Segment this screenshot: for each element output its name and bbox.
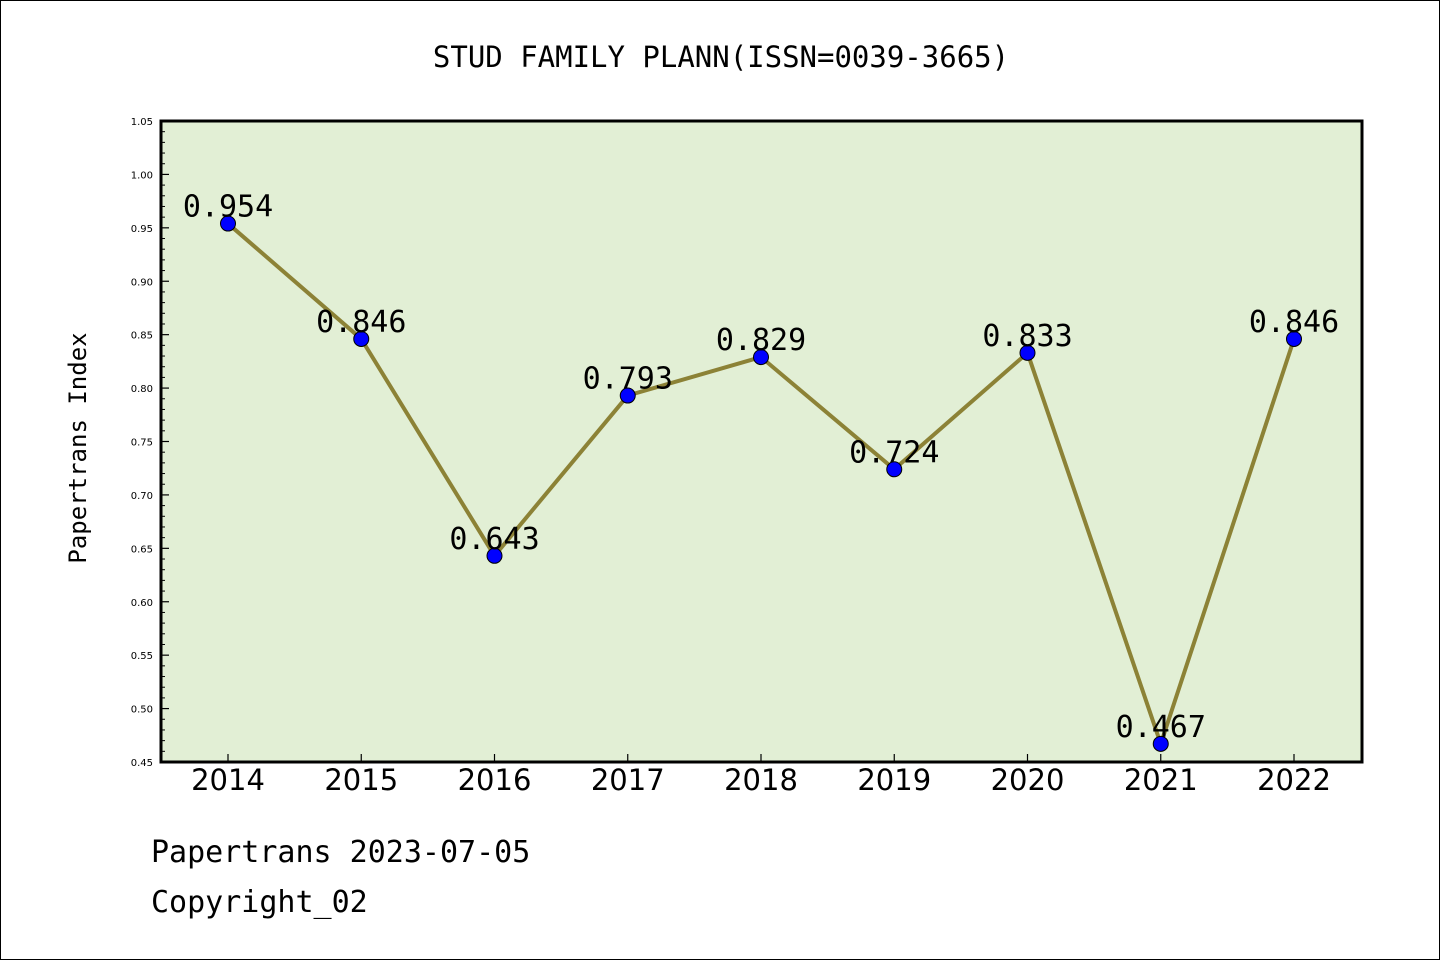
y-tick-label: 0.60 [131,598,153,609]
data-points [220,215,1302,752]
data-point [886,461,903,478]
data-label: 0.846 [316,305,406,340]
data-label: 0.846 [1249,305,1339,340]
data-label: 0.643 [449,522,539,557]
data-point [353,330,370,347]
data-label: 0.724 [849,435,939,470]
data-label: 0.467 [1116,710,1206,745]
chart-title: STUD FAMILY PLANN(ISSN=0039-3665) [433,40,1009,74]
plot-border [159,119,1364,764]
x-tick-label: 2022 [1257,763,1331,797]
data-label: 0.954 [183,190,273,225]
y-tick-label: 0.75 [131,438,153,449]
y-tick-label: 0.85 [131,331,153,342]
x-tick-label: 2021 [1124,763,1198,797]
y-tick-label: 0.90 [131,277,153,288]
x-tick-label: 2015 [324,763,398,797]
data-label: 0.793 [583,362,673,397]
x-axis-ticks: 2014 2015 2016 2017 2018 2019 2020 2021 2022 [191,754,1331,797]
data-labels: 0.954 0.846 0.643 0.793 0.829 0.724 0.833 0.467… [183,190,1339,745]
data-label: 0.833 [982,319,1072,354]
y-tick-label: 0.65 [131,544,153,555]
data-point [1152,735,1169,752]
footer-copyright: Copyright_02 [151,885,368,920]
y-tick-label: 1.00 [131,170,153,181]
y-tick-label: 0.70 [131,491,153,502]
x-tick-label: 2019 [857,763,931,797]
data-point [753,349,769,366]
y-tick-label: 0.45 [131,758,153,769]
data-point [220,215,236,232]
x-tick-label: 2018 [724,763,798,797]
y-axis-label: Papertrans Index [64,332,92,563]
x-tick-label: 2017 [591,763,665,797]
data-point [1286,330,1302,347]
y-tick-label: 0.95 [131,224,153,235]
x-tick-label: 2014 [191,763,265,797]
x-tick-label: 2016 [458,763,532,797]
data-point [619,387,636,404]
x-tick-label: 2020 [991,763,1065,797]
data-point [486,547,503,564]
y-tick-label: 0.55 [131,651,153,662]
data-label: 0.829 [716,323,806,358]
y-tick-label: 0.80 [131,384,153,395]
y-tick-label: 1.05 [131,117,153,128]
data-point [1019,344,1036,361]
y-tick-label: 0.50 [131,705,153,716]
plot-area [161,121,1362,762]
footer-date-line: Papertrans 2023-07-05 [151,835,531,870]
